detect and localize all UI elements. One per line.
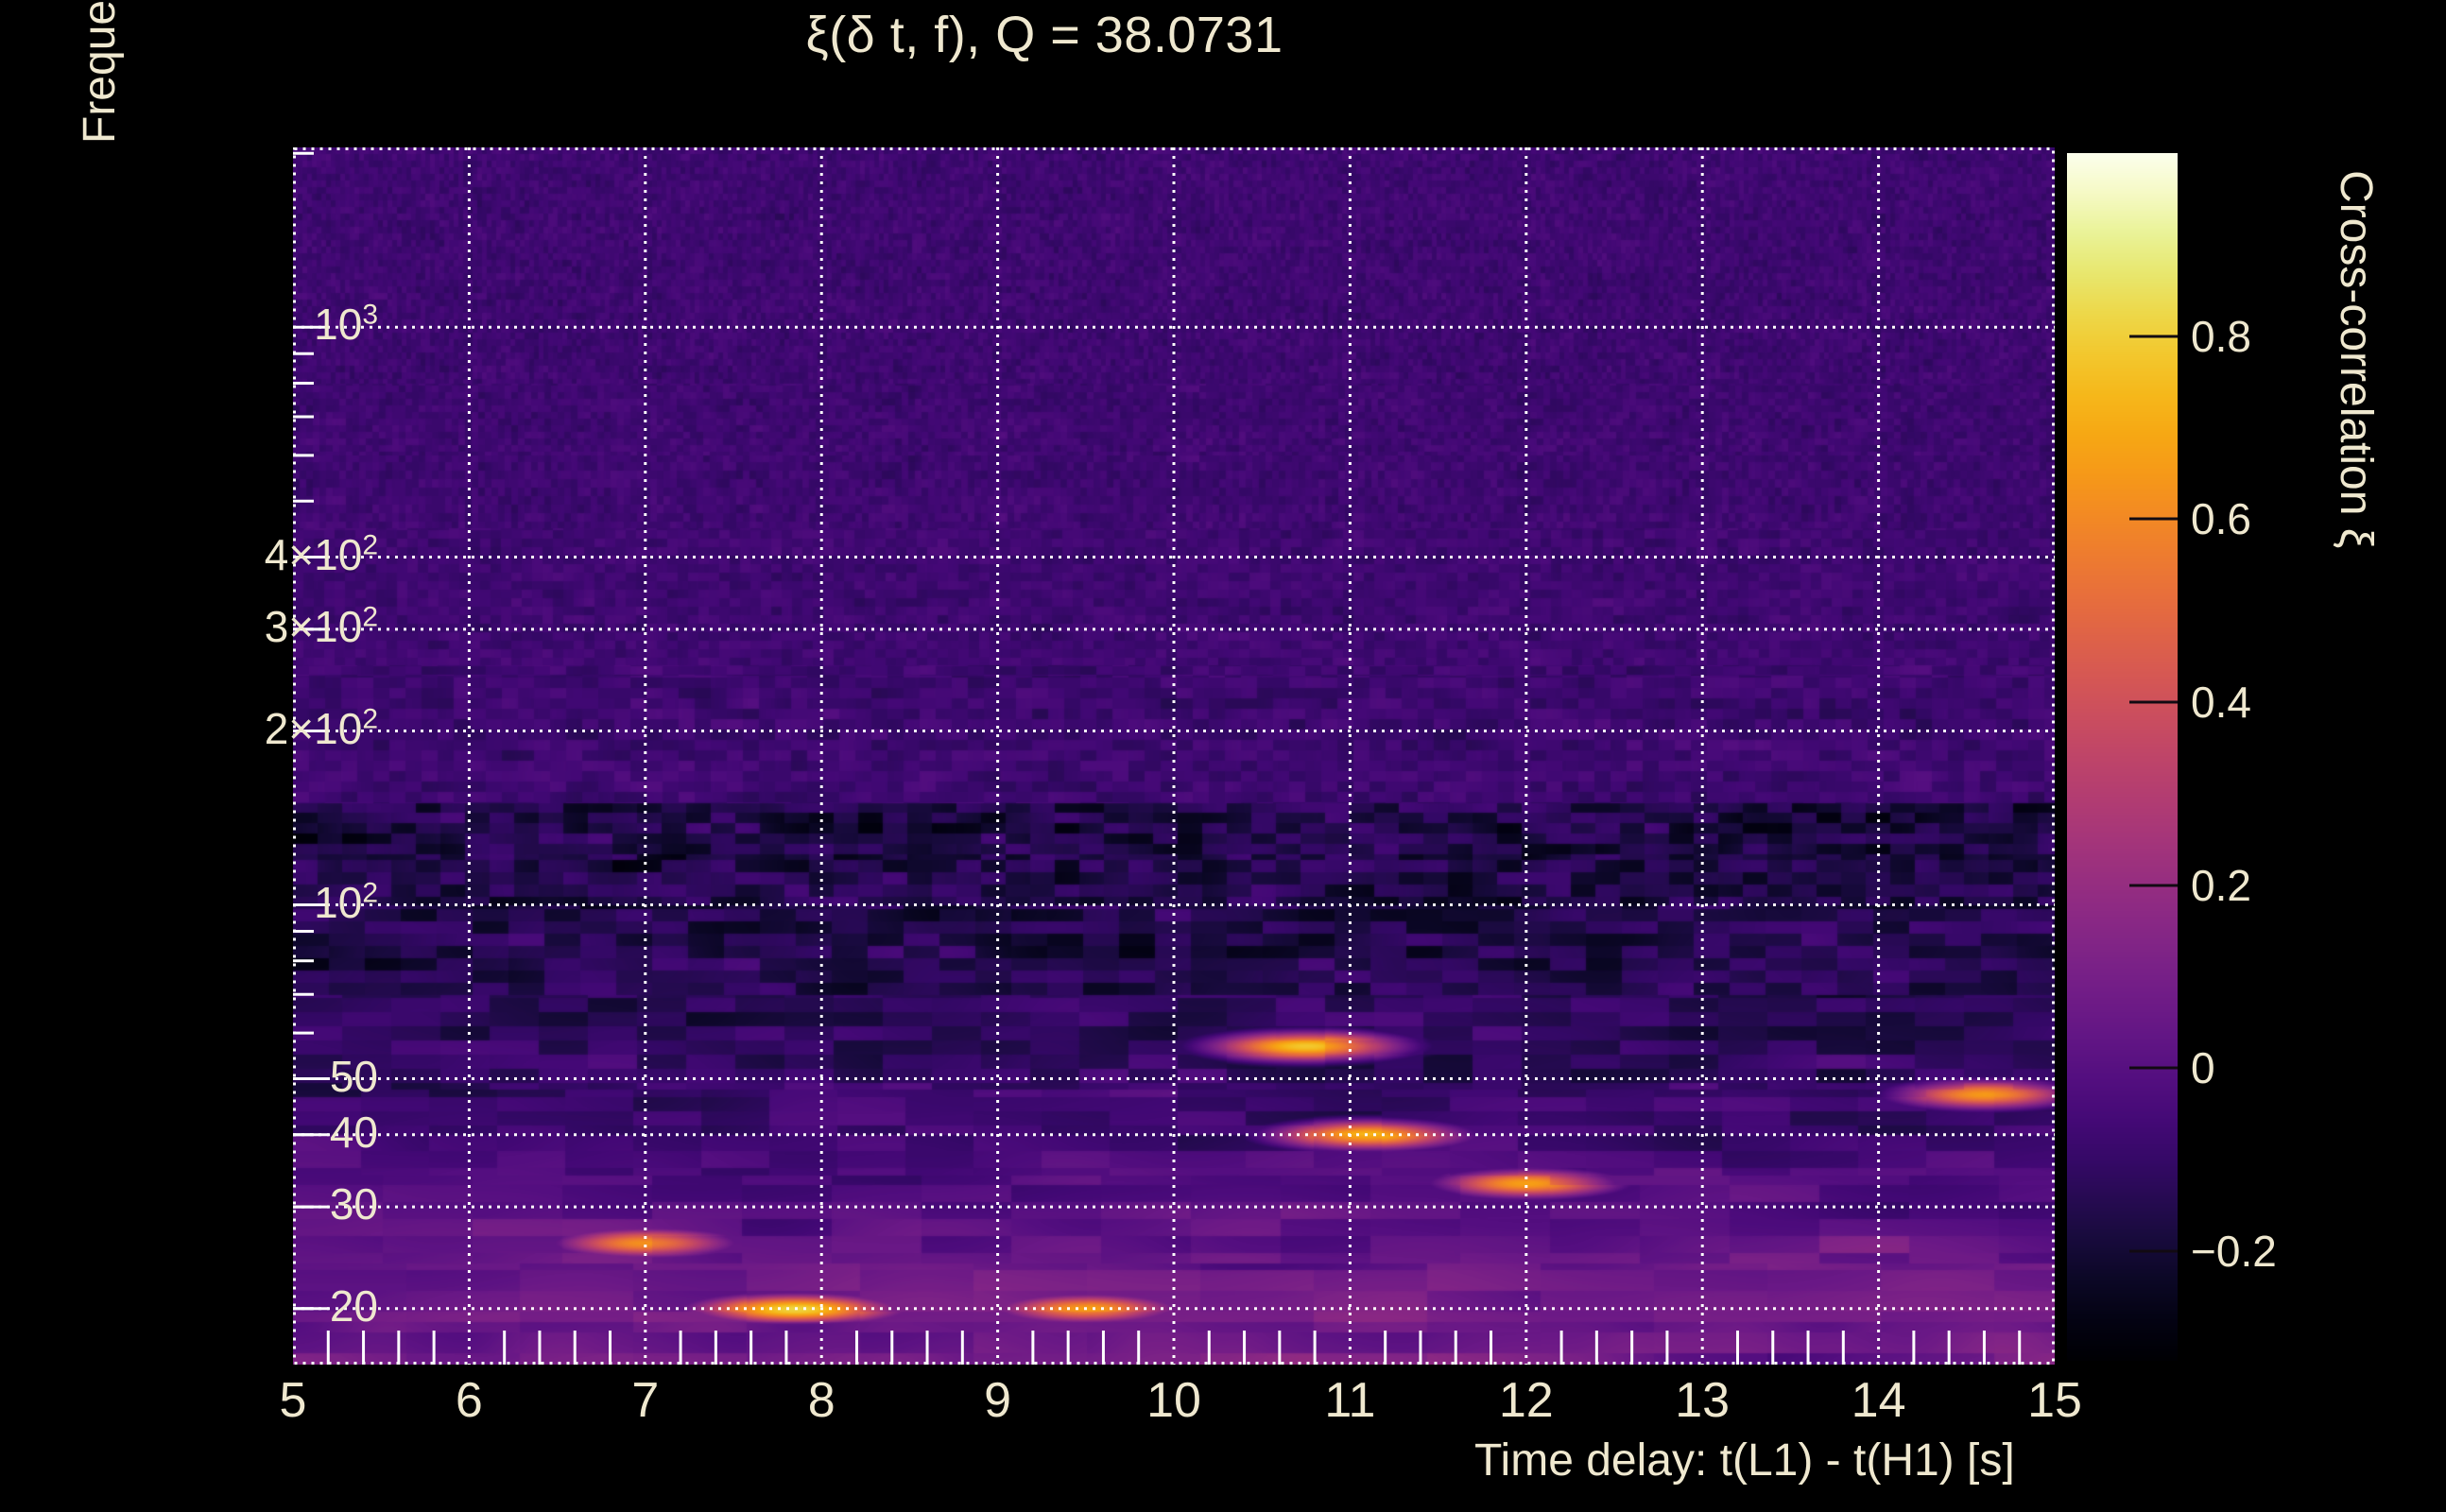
colorbar-tick-mark — [2129, 517, 2178, 521]
colorbar-tick-mark — [2129, 335, 2178, 338]
x-tick-label: 6 — [455, 1373, 483, 1428]
heatmap-image — [293, 147, 2055, 1365]
x-tick-label: 7 — [631, 1373, 660, 1428]
colorbar-gradient — [2067, 153, 2178, 1361]
colorbar-tick-label: 0.6 — [2191, 494, 2251, 544]
colorbar-tick-label: 0 — [2191, 1043, 2215, 1093]
colorbar-tick-mark — [2129, 1066, 2178, 1070]
colorbar-tick-mark — [2129, 1249, 2178, 1253]
colorbar-tick-mark — [2129, 884, 2178, 887]
colorbar-tick-label: 0.8 — [2191, 311, 2251, 361]
y-axis-title: Frequency [Hz] — [74, 0, 126, 144]
heatmap-canvas — [293, 147, 2055, 1365]
colorbar-tick-label: 0.4 — [2191, 677, 2251, 727]
x-tick-label: 13 — [1675, 1373, 1731, 1428]
y-tick-label: 103 — [314, 299, 378, 350]
y-tick-label: 2×102 — [264, 703, 378, 753]
x-tick-label: 14 — [1851, 1373, 1906, 1428]
y-tick-label: 50 — [329, 1051, 378, 1101]
page-title: ξ(δ t, f), Q = 38.0731 — [805, 7, 1283, 63]
x-tick-label: 12 — [1498, 1373, 1554, 1428]
x-axis-title: Time delay: t(L1) - t(H1) [s] — [1474, 1435, 2015, 1486]
colorbar-title: Cross-correlation ξ — [2331, 170, 2381, 549]
x-tick-label: 15 — [2027, 1373, 2082, 1428]
y-tick-label: 40 — [329, 1107, 378, 1157]
y-tick-label: 30 — [329, 1179, 378, 1229]
colorbar-tick-mark — [2129, 700, 2178, 704]
y-tick-label: 102 — [314, 877, 378, 927]
heatmap-plot-area[interactable] — [293, 147, 2055, 1365]
x-tick-label: 5 — [279, 1373, 307, 1428]
x-tick-label: 11 — [1324, 1373, 1376, 1428]
x-tick-label: 10 — [1146, 1373, 1201, 1428]
y-tick-label: 3×102 — [264, 601, 378, 651]
colorbar-tick-label: 0.2 — [2191, 860, 2251, 910]
x-tick-label: 8 — [807, 1373, 835, 1428]
colorbar[interactable] — [2067, 153, 2178, 1361]
x-tick-label: 9 — [984, 1373, 1012, 1428]
y-tick-label: 20 — [329, 1280, 378, 1331]
y-tick-label: 4×102 — [264, 529, 378, 579]
colorbar-tick-label: −0.2 — [2191, 1226, 2277, 1276]
